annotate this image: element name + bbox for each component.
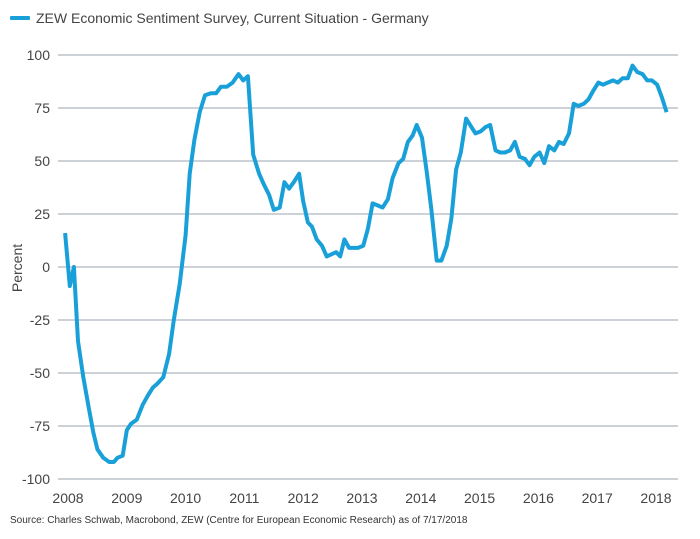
y-axis-ticks: 100 75 50 25 0 -25 -50 -75 -100 xyxy=(22,47,50,487)
y-tick-label: 0 xyxy=(42,259,50,275)
y-tick-label: 75 xyxy=(34,100,50,116)
x-tick-label: 2008 xyxy=(52,490,83,506)
grid-lines xyxy=(58,54,678,480)
x-tick-label: 2011 xyxy=(229,490,259,506)
legend-label: ZEW Economic Sentiment Survey, Current S… xyxy=(36,10,429,26)
x-tick-label: 2018 xyxy=(640,490,671,506)
legend-swatch xyxy=(10,16,30,20)
y-tick-label: 50 xyxy=(34,153,50,169)
x-tick-label: 2016 xyxy=(523,490,554,506)
source-note: Source: Charles Schwab, Macrobond, ZEW (… xyxy=(10,515,468,526)
y-axis-label: Percent xyxy=(9,244,25,292)
legend: ZEW Economic Sentiment Survey, Current S… xyxy=(10,10,429,26)
x-tick-label: 2017 xyxy=(582,490,613,506)
x-tick-label: 2015 xyxy=(464,490,495,506)
x-tick-label: 2014 xyxy=(405,490,436,506)
y-tick-label: 100 xyxy=(27,47,51,63)
x-axis-ticks: 2008 2009 2010 2011 2012 2013 2014 2015 2016 2017… xyxy=(52,490,671,506)
y-tick-label: -25 xyxy=(30,312,50,328)
series-layer xyxy=(63,63,669,464)
x-tick-label: 2013 xyxy=(346,490,377,506)
x-tick-label: 2009 xyxy=(111,490,142,506)
x-tick-label: 2012 xyxy=(288,490,319,506)
y-tick-label: -75 xyxy=(30,418,50,434)
y-tick-label: -100 xyxy=(22,471,50,487)
x-tick-label: 2010 xyxy=(170,490,201,506)
series-line xyxy=(63,63,669,464)
y-tick-label: -50 xyxy=(30,365,50,381)
y-tick-label: 25 xyxy=(34,206,50,222)
